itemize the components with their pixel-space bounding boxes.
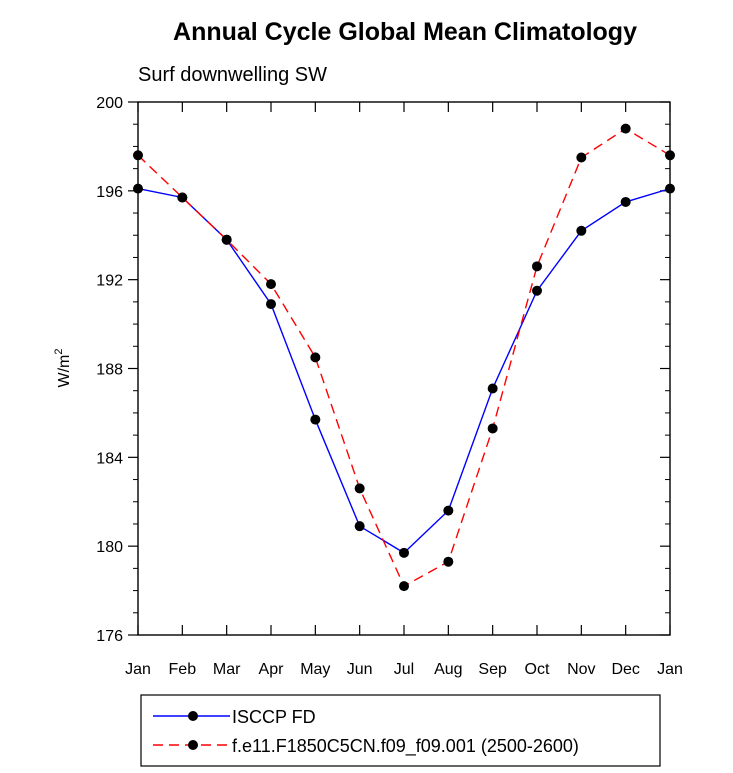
x-tick-label: Mar bbox=[213, 661, 241, 678]
series-point-1 bbox=[665, 150, 675, 161]
legend: ISCCP FD f.e11.F1850C5CN.f09_f09.001 (25… bbox=[140, 694, 661, 767]
y-tick-label: 188 bbox=[96, 362, 123, 379]
x-tick-label: Nov bbox=[567, 661, 595, 678]
y-tick-label: 184 bbox=[96, 450, 123, 467]
x-tick-label: Dec bbox=[611, 661, 639, 678]
y-tick-label: 196 bbox=[96, 184, 123, 201]
series-point-0 bbox=[310, 414, 321, 425]
series-point-0 bbox=[665, 183, 675, 194]
x-tick-label: Jan bbox=[125, 661, 151, 678]
y-axis-label-text: W/m bbox=[56, 355, 73, 388]
x-tick-label: Apr bbox=[259, 661, 285, 678]
x-tick-label: May bbox=[300, 661, 330, 678]
series-line-1 bbox=[137, 127, 671, 588]
tick-layer bbox=[128, 101, 671, 636]
y-tick-label: 200 bbox=[96, 95, 123, 112]
series-point-0 bbox=[133, 183, 143, 194]
series-point-0 bbox=[443, 505, 454, 516]
series-point-1 bbox=[576, 152, 587, 163]
chart-title: Annual Cycle Global Mean Climatology bbox=[173, 18, 637, 46]
chart-subtitle: Surf downwelling SW bbox=[138, 64, 327, 86]
series-line-0 bbox=[137, 187, 671, 554]
series-point-0 bbox=[354, 521, 365, 532]
series-point-1 bbox=[310, 352, 321, 363]
series-point-0 bbox=[576, 225, 587, 236]
plot-frame bbox=[137, 101, 671, 636]
x-tick-label: Feb bbox=[169, 661, 197, 678]
series-point-0 bbox=[532, 285, 542, 296]
series-point-1 bbox=[620, 123, 631, 134]
legend-box bbox=[140, 694, 661, 767]
series-point-1 bbox=[177, 192, 188, 203]
svg-text:W/m2: W/m2 bbox=[53, 349, 73, 388]
legend-marker-model bbox=[188, 740, 198, 750]
series-layer bbox=[133, 123, 675, 592]
series-point-0 bbox=[399, 547, 409, 558]
x-tick-label: Jun bbox=[347, 661, 373, 678]
y-tick-label: 180 bbox=[96, 539, 123, 556]
series-point-1 bbox=[266, 279, 276, 290]
series-point-1 bbox=[487, 423, 498, 434]
series-point-1 bbox=[221, 234, 232, 245]
y-tick-label: 192 bbox=[96, 273, 123, 290]
series-point-1 bbox=[532, 261, 542, 272]
series-point-0 bbox=[487, 383, 498, 394]
y-axis-label-superscript: 2 bbox=[53, 349, 65, 355]
x-tick-label: Jan bbox=[657, 661, 683, 678]
y-axis-label: W/m2 bbox=[53, 349, 73, 388]
x-tick-label: Aug bbox=[434, 661, 462, 678]
series-point-1 bbox=[354, 483, 365, 494]
y-tick-label: 176 bbox=[96, 628, 123, 645]
series-point-1 bbox=[399, 581, 409, 592]
legend-label-isccp: ISCCP FD bbox=[232, 707, 316, 727]
tick-label-layer: Jan Feb Mar Apr May Jun Jul Aug Sep Oct Nov Dec Jan1… bbox=[96, 95, 683, 678]
x-tick-label: Sep bbox=[478, 661, 507, 678]
series-point-0 bbox=[266, 299, 276, 310]
series-point-1 bbox=[133, 150, 143, 161]
x-tick-label: Jul bbox=[394, 661, 414, 678]
series-point-1 bbox=[443, 556, 454, 567]
legend-marker-isccp bbox=[188, 711, 198, 721]
legend-label-model: f.e11.F1850C5CN.f09_f09.001 (2500-2600) bbox=[232, 736, 579, 757]
series-point-0 bbox=[620, 196, 631, 207]
x-tick-label: Oct bbox=[525, 661, 550, 678]
